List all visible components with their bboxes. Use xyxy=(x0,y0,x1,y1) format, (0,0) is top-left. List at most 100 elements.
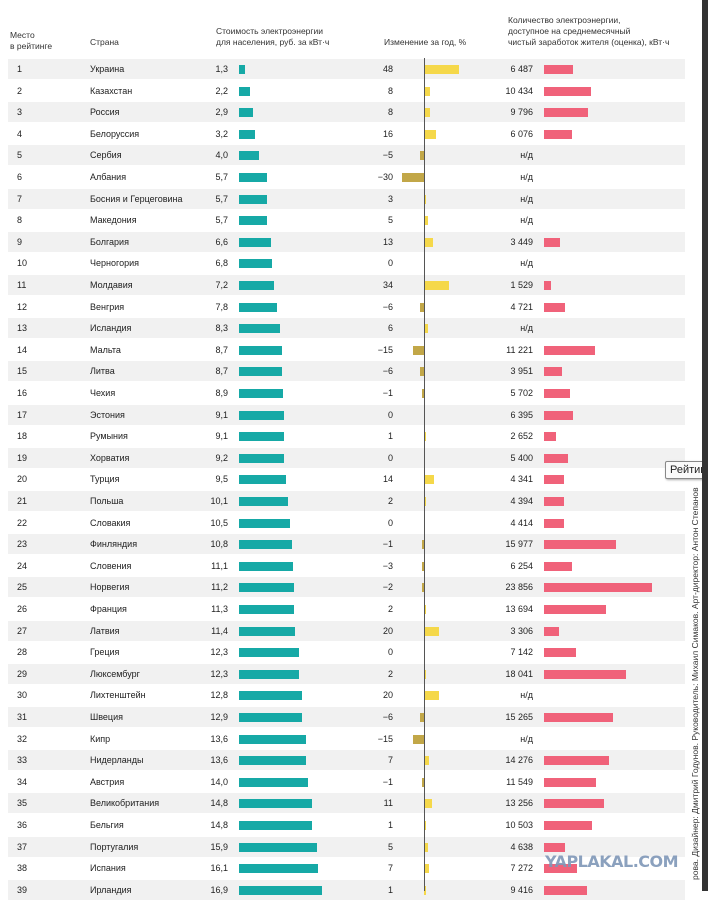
rank-cell: 7 xyxy=(17,193,23,204)
amount-cell: 13 256 xyxy=(505,798,533,809)
rank-cell: 19 xyxy=(17,452,28,463)
amount-cell: 10 503 xyxy=(505,820,533,830)
amount-bar xyxy=(544,237,560,247)
amount-cell: 11 549 xyxy=(506,776,533,787)
change-bar xyxy=(424,842,428,852)
table-row: 21 Польша 10,1 2 4 394 xyxy=(8,491,685,511)
change-bar xyxy=(424,475,435,485)
change-cell: −5 xyxy=(382,150,393,161)
change-cell: 2 xyxy=(387,604,393,614)
change-cell: 7 xyxy=(387,863,393,874)
country-cell: Черногория xyxy=(90,258,139,269)
table-row: 38 Испания 16,1 7 7 272 xyxy=(8,858,685,878)
amount-bar xyxy=(544,799,605,809)
rank-cell: 14 xyxy=(17,344,28,355)
rank-cell: 10 xyxy=(17,258,28,269)
cost-cell: 11,2 xyxy=(211,582,228,593)
cost-bar xyxy=(239,389,283,398)
country-cell: Мальта xyxy=(90,344,121,355)
country-cell: Кипр xyxy=(90,733,111,744)
change-bar xyxy=(424,216,428,226)
table-row: 1 Украина 1,3 48 6 487 xyxy=(8,59,685,79)
table-row: 33 Нидерланды 13,6 7 14 276 xyxy=(8,750,685,771)
rank-cell: 2 xyxy=(17,85,23,96)
amount-bar xyxy=(544,345,595,355)
change-bar xyxy=(420,151,424,161)
amount-cell: 4 394 xyxy=(510,496,533,506)
rank-cell: 17 xyxy=(17,409,28,420)
table-row: 8 Македония 5,7 5 н/д xyxy=(8,210,685,230)
table-row: 17 Эстония 9,1 0 6 395 xyxy=(8,404,685,425)
cost-cell: 9,1 xyxy=(215,431,228,442)
amount-cell: н/д xyxy=(520,690,533,701)
change-bar xyxy=(421,561,424,571)
table-row: 39 Ирландия 16,9 1 9 416 xyxy=(8,879,685,900)
rank-cell: 5 xyxy=(17,150,23,161)
change-cell: 2 xyxy=(387,668,393,679)
change-cell: 7 xyxy=(387,755,393,766)
table-row: 16 Чехия 8,9 −1 5 702 xyxy=(8,383,685,403)
country-cell: Финляндия xyxy=(90,539,138,550)
rank-cell: 6 xyxy=(17,172,23,182)
cost-cell: 8,7 xyxy=(215,366,228,377)
amount-cell: 4 414 xyxy=(510,517,533,528)
rank-cell: 16 xyxy=(17,388,28,398)
table-row: 35 Великобритания 14,8 11 13 256 xyxy=(8,793,685,814)
amount-bar xyxy=(544,885,587,895)
table-row: 10 Черногория 6,8 0 н/д xyxy=(8,253,685,273)
table-row: 5 Сербия 4,0 −5 н/д xyxy=(8,145,685,166)
cost-bar xyxy=(239,345,282,355)
table-row: 20 Турция 9,5 14 4 341 xyxy=(8,469,685,489)
amount-cell: 7 272 xyxy=(510,863,533,874)
amount-bar xyxy=(544,432,556,442)
amount-bar xyxy=(544,389,570,398)
change-bar xyxy=(413,734,424,744)
country-cell: Испания xyxy=(90,863,126,874)
rank-cell: 24 xyxy=(17,560,28,571)
change-cell: 6 xyxy=(387,323,393,334)
table-row: 11 Молдавия 7,2 34 1 529 xyxy=(8,275,685,295)
rank-cell: 39 xyxy=(17,884,28,895)
cost-bar xyxy=(239,756,306,766)
cost-cell: 4,0 xyxy=(215,150,228,161)
cost-bar xyxy=(239,302,278,312)
amount-bar xyxy=(544,86,592,96)
rank-cell: 31 xyxy=(17,712,28,722)
cost-cell: 10,1 xyxy=(210,496,228,506)
rank-cell: 37 xyxy=(17,841,28,852)
change-cell: −2 xyxy=(382,582,393,593)
rank-cell: 23 xyxy=(17,539,28,550)
amount-bar xyxy=(544,626,559,636)
change-bar xyxy=(424,605,426,614)
cost-bar xyxy=(239,518,291,528)
scrollbar[interactable] xyxy=(702,0,708,891)
table-row: 19 Хорватия 9,2 0 5 400 xyxy=(8,447,685,468)
change-cell: 1 xyxy=(387,431,393,442)
amount-cell: 6 395 xyxy=(510,409,533,420)
rank-cell: 11 xyxy=(17,280,27,290)
change-cell: 8 xyxy=(387,107,393,118)
table-row: 7 Босния и Герцеговина 5,7 3 н/д xyxy=(8,188,685,209)
change-cell: 48 xyxy=(382,64,393,74)
cost-bar xyxy=(239,561,294,571)
country-cell: Казахстан xyxy=(90,85,133,96)
amount-cell: 1 529 xyxy=(510,280,533,290)
amount-bar xyxy=(544,302,566,312)
amount-cell: 18 041 xyxy=(505,668,533,679)
change-bar xyxy=(413,345,424,355)
cost-cell: 9,1 xyxy=(215,409,228,420)
cost-bar xyxy=(239,410,284,420)
change-zero-axis xyxy=(424,58,425,891)
change-bar xyxy=(424,626,439,636)
amount-cell: н/д xyxy=(520,733,533,744)
rank-cell: 4 xyxy=(17,128,23,139)
change-cell: −15 xyxy=(377,733,393,744)
amount-cell: н/д xyxy=(520,323,533,334)
cost-cell: 12,3 xyxy=(210,668,228,679)
cost-bar xyxy=(239,173,267,182)
table-row: 24 Словения 11,1 −3 6 254 xyxy=(8,556,685,576)
amount-bar xyxy=(544,281,551,290)
amount-bar xyxy=(544,129,572,139)
table-row: 29 Люксембург 12,3 2 18 041 xyxy=(8,663,685,684)
change-cell: −15 xyxy=(377,344,393,355)
